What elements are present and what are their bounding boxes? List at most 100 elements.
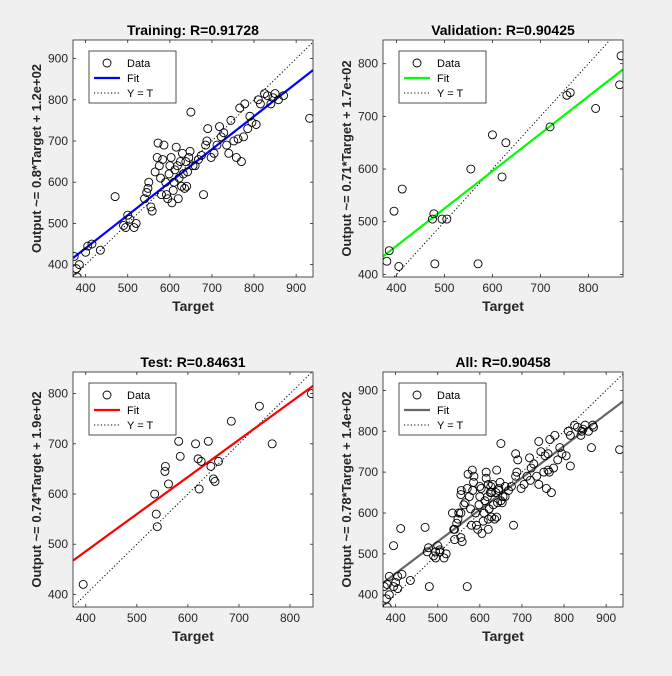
data-point (156, 190, 166, 200)
y-axis-label: Output ~= 0.74*Target + 1.9e+02 (29, 391, 44, 587)
x-tick-label: 700 (202, 281, 222, 295)
data-point (391, 578, 401, 587)
data-point (209, 148, 219, 158)
data-point (452, 518, 462, 528)
chart-title: Test: R=0.84631 (140, 354, 245, 370)
x-tick-label: 900 (286, 281, 306, 295)
data-point (224, 148, 234, 158)
data-point (477, 528, 487, 538)
data-point (545, 122, 555, 132)
data-point (383, 582, 389, 592)
legend-data-marker (102, 390, 112, 400)
x-tick-label: 400 (76, 281, 96, 295)
data-point (210, 477, 220, 486)
data-point (171, 142, 181, 152)
data-point (150, 489, 160, 499)
data-point (576, 430, 586, 440)
data-point (239, 132, 248, 142)
data-point (266, 99, 276, 109)
x-axis-label: Target (172, 628, 214, 644)
data-point (429, 551, 438, 561)
data-point (469, 477, 478, 487)
legend-entry: Data (127, 390, 151, 402)
y-tick-label: 400 (358, 267, 378, 281)
legend-entry: Data (437, 58, 461, 70)
data-point (152, 153, 162, 162)
data-point (591, 104, 601, 113)
x-tick-label: 700 (229, 611, 249, 625)
data-point (146, 202, 156, 212)
data-point (214, 456, 223, 466)
data-point (513, 455, 523, 465)
y-tick-label: 700 (48, 437, 68, 451)
y-tick-label: 600 (358, 162, 378, 176)
data-point (196, 150, 206, 160)
data-point (529, 459, 539, 469)
data-point (202, 136, 212, 146)
fit-line (383, 68, 623, 258)
data-point (433, 541, 443, 551)
data-point (467, 465, 477, 475)
data-point (243, 124, 253, 134)
plot-content (383, 40, 623, 277)
legend-entry: Fit (127, 405, 139, 417)
x-tick-label: 500 (428, 611, 448, 625)
data-point (459, 500, 469, 510)
plot-content (383, 373, 623, 607)
data-point (87, 239, 97, 249)
legend-entry: Fit (437, 405, 449, 417)
data-point (534, 479, 544, 489)
data-point (383, 602, 392, 607)
x-tick-label: 400 (386, 611, 406, 625)
data-point (95, 245, 105, 255)
data-point (184, 153, 194, 162)
data-point (151, 509, 161, 519)
data-point (178, 169, 188, 179)
data-point (389, 582, 398, 592)
data-point (194, 484, 204, 494)
data-point (429, 209, 439, 219)
data-point (506, 481, 516, 491)
y-axis-label: Output ~= 0.78*Target + 1.4e+02 (339, 391, 354, 587)
data-point (175, 451, 185, 461)
data-point (153, 138, 163, 148)
data-point (268, 93, 278, 103)
legend-data-marker (412, 390, 422, 400)
x-tick-label: 500 (434, 281, 454, 295)
data-point (509, 520, 518, 530)
data-point (233, 134, 243, 144)
data-point (81, 247, 91, 257)
data-point (437, 214, 447, 224)
data-point (150, 167, 160, 177)
data-point (110, 192, 120, 202)
legend-data-marker (412, 58, 422, 68)
chart-title: All: R=0.90458 (455, 354, 551, 370)
y-tick-label: 700 (358, 465, 378, 479)
data-point (384, 571, 394, 581)
data-point (206, 461, 216, 471)
data-point (427, 214, 437, 224)
data-point (384, 246, 394, 256)
data-point (453, 514, 463, 524)
data-point (254, 401, 264, 411)
data-point (561, 451, 571, 461)
y-tick-label: 800 (48, 93, 68, 107)
data-point (142, 188, 152, 197)
data-point (462, 484, 472, 493)
data-point (540, 451, 550, 461)
data-point (185, 146, 195, 156)
data-point (448, 508, 457, 518)
data-point (125, 214, 135, 224)
data-point (534, 437, 544, 446)
data-point (435, 547, 445, 557)
y-axis-label: Output ~= 0.8*Target + 1.2e+02 (29, 64, 44, 253)
data-point (420, 522, 430, 532)
data-point (525, 453, 534, 463)
data-point (131, 218, 141, 228)
data-point (494, 484, 504, 493)
data-point (78, 579, 88, 589)
data-point (615, 445, 623, 455)
y-tick-label: 400 (358, 588, 378, 602)
data-point (487, 130, 497, 140)
data-point (492, 465, 502, 475)
